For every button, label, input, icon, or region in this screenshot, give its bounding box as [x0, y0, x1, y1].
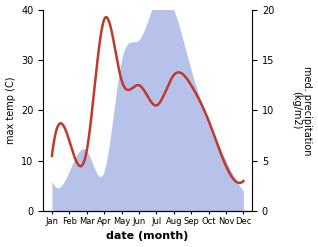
X-axis label: date (month): date (month)	[107, 231, 189, 242]
Y-axis label: med. precipitation
(kg/m2): med. precipitation (kg/m2)	[291, 66, 313, 155]
Y-axis label: max temp (C): max temp (C)	[5, 77, 16, 144]
